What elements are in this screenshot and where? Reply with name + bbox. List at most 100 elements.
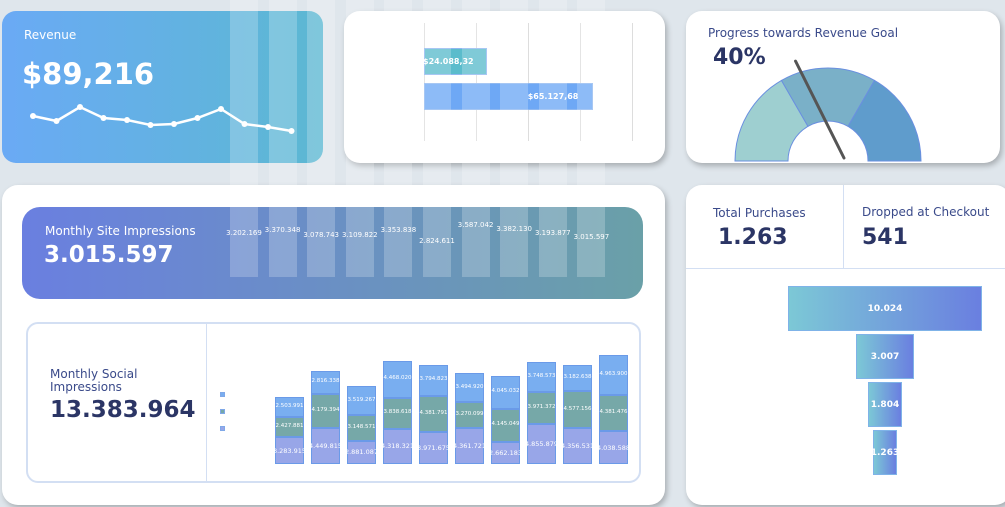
bar-segment-instagram	[383, 397, 412, 429]
bar-segment-instagram	[527, 392, 556, 425]
segment-value-label: 4.318.321	[380, 442, 415, 451]
site-bar-value: 3.370.348	[264, 225, 301, 234]
kpi-dropped-value: 541	[862, 225, 908, 250]
funnel-bar: 1.804	[867, 382, 903, 427]
segment-value-label: 3.838.618	[383, 409, 412, 416]
legend-swatch	[220, 392, 225, 397]
sparkline-point	[288, 128, 295, 134]
social-impressions-chart: 3.283.915 2.427.881 2.503.991 4.449.815 4.17…	[28, 324, 643, 485]
site-title: Monthly Site Impressions	[45, 224, 196, 238]
segment-value-label: 4.381.791	[419, 409, 448, 416]
segment-value-label: 3.283.915	[272, 446, 307, 455]
segment-value-label: 4.038.588	[596, 443, 631, 452]
sparkline-point	[30, 113, 36, 119]
site-bar-value: 3.078.743	[303, 231, 340, 240]
bar-value-label: $24.088,32	[423, 57, 474, 66]
bar-segment-twitter	[347, 386, 376, 415]
segment-value-label: 2.816.338	[311, 378, 340, 385]
bar-segment-twitter	[563, 365, 592, 392]
divider	[686, 268, 1005, 269]
bar-segment-instagram	[419, 395, 448, 432]
bar-segment-instagram	[563, 391, 592, 429]
funnel-value-label: 1.804	[870, 399, 900, 410]
channel-revenue-card: $24.088,32 $65.127,68	[344, 11, 665, 163]
segment-value-label: 3.971.675	[416, 443, 451, 452]
site-bar	[423, 0, 451, 277]
gridline	[632, 23, 633, 141]
segment-value-label: 4.963.900	[599, 371, 628, 378]
segment-value-label: 4.361.721	[452, 442, 487, 451]
sparkline-point	[147, 122, 154, 128]
legend-swatch	[220, 409, 225, 414]
bar-segment-instagram	[491, 408, 520, 443]
purchases-panel: Total Purchases 1.263 Dropped at Checkou…	[686, 185, 1005, 505]
social-value: 13.383.964	[50, 397, 196, 423]
site-bar-value: 3.015.597	[573, 232, 610, 241]
divider	[843, 185, 844, 268]
bar-value-label: $65.127,68	[527, 92, 579, 101]
site-bar	[461, 0, 490, 277]
site-bar-value: 3.193.877	[534, 229, 571, 238]
bar-segment-facebook	[527, 424, 556, 464]
kpi-total-purchases-label: Total Purchases	[713, 206, 806, 220]
funnel-bar: 3.007	[855, 334, 915, 379]
revenue-goal-card: Progress towards Revenue Goal 40%	[686, 11, 1000, 163]
bar-segment-twitter	[275, 397, 304, 418]
sparkline-point	[100, 115, 107, 121]
revenue-card: Revenue $89,216	[2, 11, 323, 163]
bar-segment-twitter	[311, 370, 340, 394]
bar-segment-facebook	[491, 442, 520, 464]
gridline	[424, 23, 425, 141]
bar-segment-twitter	[455, 373, 484, 402]
goal-title: Progress towards Revenue Goal	[708, 26, 899, 40]
bar-segment-facebook	[419, 431, 448, 464]
segment-value-label: 4.855.879	[524, 440, 559, 449]
social-title: Monthly Social Impressions	[50, 367, 138, 394]
segment-value-label: 3.182.638	[563, 374, 592, 381]
site-bar-value: 2.824.611	[419, 236, 455, 245]
funnel-value-label: 1.263	[870, 447, 900, 458]
segment-value-label: 2.503.991	[275, 403, 304, 410]
kpi-total-purchases-value: 1.263	[718, 225, 788, 250]
site-bar	[577, 0, 606, 277]
bar-segment-instagram	[455, 401, 484, 429]
impressions-panel: Monthly Site Impressions 3.015.597 3.202…	[2, 0, 665, 505]
segment-value-label: 2.662.183	[488, 449, 523, 458]
sparkline-point	[77, 104, 83, 110]
site-value: 3.015.597	[44, 242, 174, 268]
site-bar-value: 3.587.042	[457, 221, 494, 230]
bar-in-store: $24.088,32	[423, 48, 487, 75]
checkout-funnel-chart: 10.024 3.007 1.804 1.263	[686, 185, 1005, 505]
bar-segment-facebook	[347, 440, 376, 464]
sparkline-point	[265, 124, 271, 130]
site-bar	[307, 0, 336, 277]
segment-value-label: 3.519.267	[347, 396, 376, 403]
bar-segment-instagram	[599, 395, 628, 432]
site-impressions-chart: 3.202.169 3.370.348 3.078.743 3.109.822 3.35…	[22, 0, 643, 299]
site-bar	[345, 0, 374, 277]
site-bar-value: 3.353.838	[380, 225, 417, 234]
bar-online: $65.127,68	[424, 83, 594, 110]
social-impressions-panel: Monthly Social Impressions 13.383.964 3.…	[26, 322, 641, 483]
bar-segment-facebook	[563, 428, 592, 464]
bar-segment-twitter	[383, 361, 412, 398]
site-impressions-banner: Monthly Site Impressions 3.015.597 3.202…	[22, 0, 643, 299]
sparkline-point	[241, 121, 248, 127]
revenue-label: Revenue	[24, 28, 77, 42]
segment-value-label: 3.971.372	[527, 404, 556, 411]
segment-value-label: 2.427.881	[275, 423, 304, 430]
bar-segment-facebook	[599, 431, 628, 464]
goal-value: 40%	[713, 45, 766, 70]
bar-segment-facebook	[275, 437, 304, 464]
site-bar	[384, 0, 413, 277]
bar-segment-instagram	[275, 417, 304, 438]
segment-value-label: 4.468.020	[383, 375, 412, 382]
gauge-segment	[847, 79, 922, 162]
site-bar	[500, 0, 529, 277]
segment-value-label: 4.179.394	[311, 406, 340, 413]
bar-segment-facebook	[455, 428, 484, 464]
funnel-value-label: 10.024	[867, 303, 903, 314]
site-bar	[538, 0, 567, 277]
revenue-value: $89,216	[22, 57, 155, 91]
site-bar	[230, 0, 258, 277]
